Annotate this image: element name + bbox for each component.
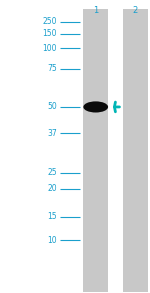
Text: 150: 150	[42, 29, 57, 38]
Text: 1: 1	[93, 6, 98, 16]
Ellipse shape	[83, 101, 108, 113]
Text: 10: 10	[47, 236, 57, 245]
Text: 250: 250	[42, 18, 57, 26]
Text: 2: 2	[133, 6, 138, 16]
Bar	[123, 9, 148, 292]
Text: 25: 25	[47, 168, 57, 177]
Text: 100: 100	[42, 44, 57, 53]
Text: 15: 15	[47, 212, 57, 221]
Text: 37: 37	[47, 129, 57, 138]
Text: 75: 75	[47, 64, 57, 73]
Bar	[83, 9, 108, 292]
Text: 20: 20	[47, 185, 57, 193]
Text: 50: 50	[47, 103, 57, 111]
